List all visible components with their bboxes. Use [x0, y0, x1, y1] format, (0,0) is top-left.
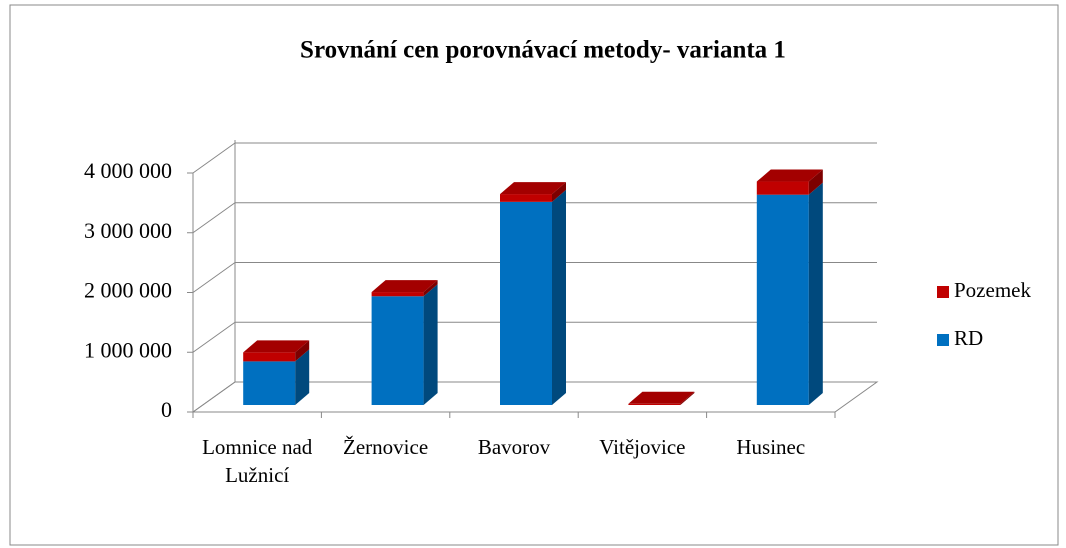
- grid-line: [192, 262, 236, 293]
- bar-top: [628, 391, 695, 404]
- y-tick-label: 1 000 000: [84, 337, 172, 362]
- bar-front: [243, 361, 296, 405]
- bar-side: [808, 182, 823, 405]
- bar-top: [500, 182, 566, 195]
- x-tick-label: Husinec: [736, 435, 806, 459]
- bar-front: [628, 403, 681, 405]
- bar-front: [371, 296, 424, 405]
- x-tick-label: Vitějovice: [599, 435, 686, 459]
- legend-swatch: [937, 334, 949, 346]
- bar-front: [500, 194, 552, 202]
- y-tick-label: 4 000 000: [84, 158, 172, 183]
- legend-label: RD: [954, 326, 983, 350]
- x-tick-label: Bavorov: [477, 435, 551, 459]
- legend-swatch: [937, 286, 949, 298]
- bar-top: [371, 280, 438, 293]
- bar-top: [756, 169, 823, 182]
- bar-front: [756, 181, 809, 195]
- legend-label: Pozemek: [954, 278, 1031, 302]
- bar-front: [243, 352, 296, 362]
- bar-front: [756, 194, 809, 405]
- y-tick-label: 0: [161, 397, 172, 422]
- bar-side: [295, 349, 310, 405]
- x-tick-label: Žernovice: [343, 435, 429, 459]
- bar-side: [808, 169, 823, 195]
- grid-line: [192, 321, 236, 353]
- y-tick-label: 2 000 000: [84, 278, 172, 303]
- grid-line: [192, 381, 236, 413]
- bar-side: [423, 284, 438, 405]
- bar-front: [371, 292, 424, 297]
- chart-title: Srovnání cen porovnávací metody- variant…: [300, 37, 786, 64]
- bar-side: [295, 340, 310, 362]
- y-tick-label: 3 000 000: [84, 218, 172, 243]
- x-tick-label: Lomnice nad Lužnicí: [202, 435, 313, 487]
- bar-side: [552, 182, 566, 202]
- bar-side: [552, 189, 566, 405]
- grid-line: [192, 142, 236, 174]
- bar-side: [423, 280, 438, 297]
- bar-side: [680, 391, 695, 405]
- bar-front: [500, 201, 552, 405]
- bar-top: [243, 340, 310, 353]
- grid-line: [192, 202, 236, 234]
